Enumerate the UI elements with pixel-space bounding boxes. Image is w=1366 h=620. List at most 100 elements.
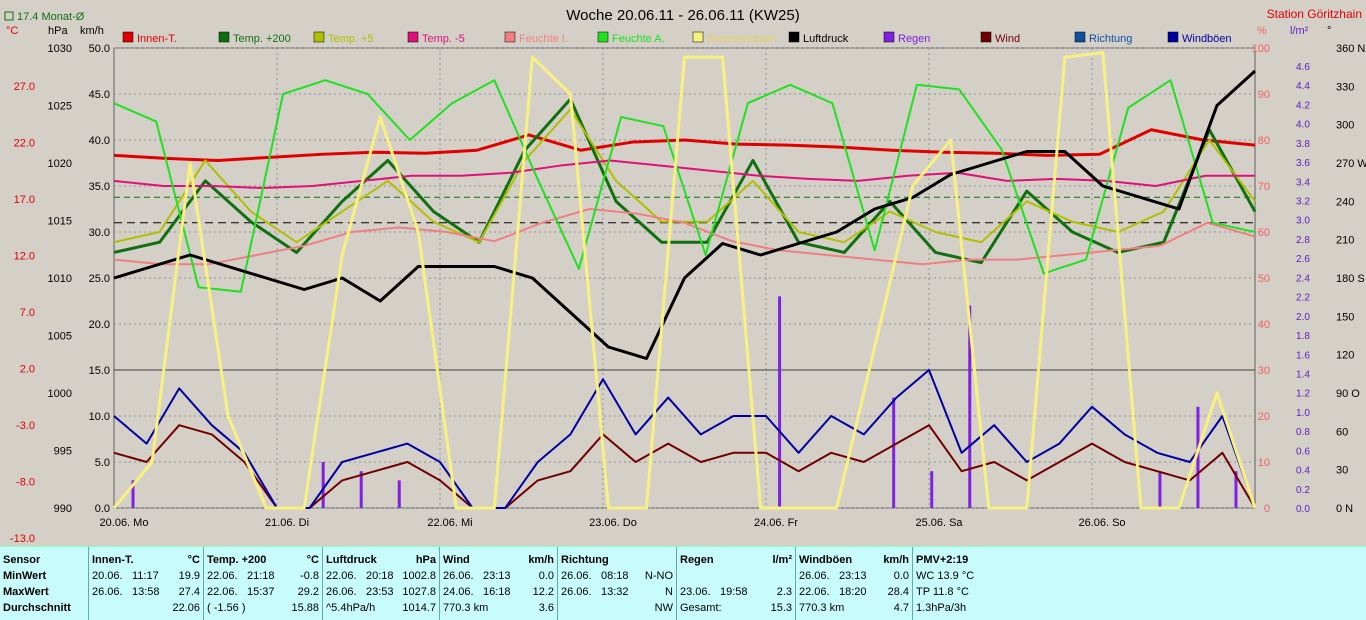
stat-max-val: N [665, 586, 673, 598]
kmh-tick: 40.0 [89, 135, 110, 147]
legend-swatch [1167, 31, 1179, 43]
day-label: 24.06. Fr [754, 517, 798, 529]
kmh-tick: 50.0 [89, 43, 110, 55]
rain-tick: 0.2 [1296, 485, 1310, 496]
stat-min-time: 21:18 [247, 570, 275, 582]
stat-min-date: 26.06. [443, 570, 474, 582]
stat-avg: 1014.7 [402, 602, 436, 614]
hpa-tick: 1010 [48, 273, 72, 285]
stat-title: PMV+2:19 [916, 554, 969, 566]
stat-min-val: 19.9 [178, 570, 200, 582]
unit-kmh: km/h [80, 25, 104, 37]
stat-unit: km/h [528, 554, 554, 566]
rain-tick: 2.8 [1296, 235, 1310, 246]
rain-tick: 2.2 [1296, 293, 1310, 304]
stat-title: Innen-T. [92, 554, 134, 566]
pct-tick: 20 [1258, 411, 1270, 423]
stat-title: Wind [443, 554, 470, 566]
stat-min-time: 11:17 [132, 570, 159, 582]
direction-tick: 330 [1336, 81, 1354, 93]
unit-pct: % [1257, 25, 1267, 37]
direction-tick: 240 [1336, 196, 1354, 208]
stat-avg: 15.3 [770, 602, 792, 614]
series-line [113, 79, 1256, 293]
stat-max-date: 24.06. [443, 586, 474, 598]
legend-swatch [692, 31, 704, 43]
rain-tick: 0.8 [1296, 427, 1310, 438]
stat-min-date: 22.06. [326, 570, 357, 582]
series-line [113, 69, 1257, 360]
legend-label: Windböen [1182, 33, 1232, 45]
series-line [113, 208, 1256, 266]
stat-tp: TP 11.8 °C [916, 586, 969, 598]
pct-tick: 10 [1258, 457, 1270, 469]
series-line [113, 159, 1255, 190]
hpa-tick: 990 [54, 503, 72, 515]
weather-chart: 27.022.017.012.07.02.0-3.0-8.0-13.010301… [4, 7, 1366, 545]
day-label: 23.06. Do [589, 517, 637, 529]
stats-pmv: PMV+2:19 WC 13.9 °C TP 11.8 °C 1.3hPa/3h [913, 547, 993, 620]
day-label: 20.06. Mo [100, 517, 149, 529]
monthly-avg-icon [4, 11, 14, 21]
day-label: 26.06. So [1078, 517, 1125, 529]
stat-max-date: 23.06. [680, 586, 711, 598]
direction-tick: 300 [1336, 120, 1354, 132]
legend-swatch [122, 31, 134, 43]
stat-min-date: 26.06. [561, 570, 592, 582]
direction-tick: 270 W [1336, 158, 1366, 170]
hpa-tick: 1000 [48, 388, 72, 400]
celsius-tick: 12.0 [14, 251, 35, 263]
kmh-tick: 0.0 [95, 503, 110, 515]
chart-title: Woche 20.06.11 - 26.06.11 (KW25) [566, 7, 799, 24]
legend-swatch [218, 31, 230, 43]
stat-min-val: -0.8 [300, 570, 319, 582]
stat-unit: km/h [883, 554, 909, 566]
pct-tick: 100 [1252, 43, 1270, 55]
label-min: MinWert [3, 570, 47, 582]
stat-max-val: 28.4 [887, 586, 909, 598]
celsius-tick: 2.0 [20, 364, 35, 376]
stat-min-time: 23:13 [839, 570, 867, 582]
stat-trend: 1.3hPa/3h [916, 602, 967, 614]
stat-max-time: 15:37 [247, 586, 275, 598]
rain-tick: 3.4 [1296, 177, 1310, 188]
kmh-tick: 20.0 [89, 319, 110, 331]
direction-tick: 360 N [1336, 43, 1365, 55]
stat-unit: °C [187, 554, 200, 566]
unit-rain: l/m² [1290, 25, 1309, 37]
stat-max-date: 26.06. [92, 586, 123, 598]
label-avg: Durchschnitt [3, 602, 71, 614]
celsius-tick: -8.0 [16, 477, 35, 489]
celsius-tick: -3.0 [16, 420, 35, 432]
stats-windboeen: Windböen km/h 26.06. 23:13 0.0 22.06. 18:20 2… [796, 547, 913, 620]
stat-avg: 15.88 [291, 602, 319, 614]
rain-tick: 4.2 [1296, 100, 1310, 111]
stat-min-val: N-NO [644, 570, 673, 582]
stat-wc: WC 13.9 °C [916, 570, 975, 582]
hpa-tick: 1025 [48, 101, 72, 113]
row-labels: Sensor MinWert MaxWert Durchschnitt [0, 547, 89, 620]
label-max: MaxWert [3, 586, 49, 598]
legend-swatch [788, 31, 800, 43]
stat-title: Luftdruck [326, 554, 377, 566]
stat-avg: 22.06 [172, 602, 200, 614]
stat-avg: 4.7 [893, 602, 909, 614]
day-label: 21.06. Di [265, 517, 309, 529]
stat-min-time: 08:18 [601, 570, 629, 582]
rain-tick: 0.0 [1296, 504, 1310, 515]
day-label: 22.06. Mi [427, 517, 472, 529]
stat-max-val: 29.2 [297, 586, 319, 598]
hpa-tick: 1030 [48, 43, 72, 55]
stat-avg-note: Gesamt: [680, 602, 722, 614]
stat-max-val: 1027.8 [402, 586, 436, 598]
celsius-tick: 17.0 [14, 194, 35, 206]
stat-max-time: 16:18 [483, 586, 511, 598]
rain-tick: 3.8 [1296, 139, 1310, 150]
day-label: 25.06. Sa [915, 517, 963, 529]
hpa-tick: 1005 [48, 331, 72, 343]
legend-label: Richtung [1089, 33, 1132, 45]
stat-unit: hPa [415, 554, 436, 566]
direction-tick: 90 O [1336, 388, 1360, 400]
legend-label: Feuchte I. [519, 33, 568, 45]
stat-avg-note: ^5.4hPa/h [326, 602, 376, 614]
